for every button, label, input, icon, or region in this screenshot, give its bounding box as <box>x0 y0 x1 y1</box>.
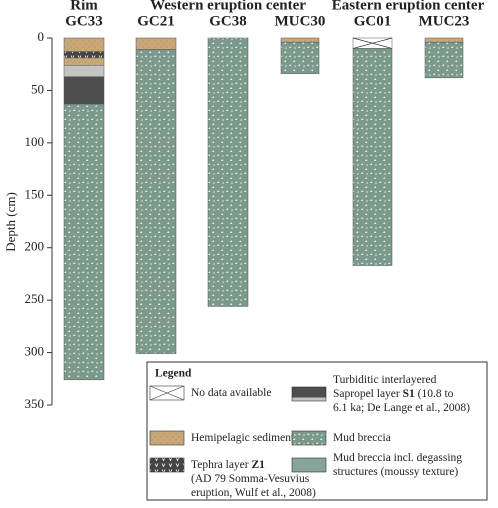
core-layer <box>63 37 105 52</box>
core-layer <box>63 57 105 66</box>
legend-label-part: Z1 <box>252 459 266 471</box>
legend-label: No data available <box>191 387 271 399</box>
legend-label: Mud breccia <box>333 432 391 444</box>
group-label: Western eruption center <box>150 0 306 13</box>
y-tick-label: 50 <box>31 81 44 96</box>
core-layer <box>63 76 105 105</box>
legend-label-part: Mud breccia incl. degassing <box>333 452 462 464</box>
legend-label: Sapropel layer S1 (10.8 to <box>333 388 454 400</box>
legend-label: 6.1 ka; De Lange et al., 2008) <box>333 402 470 414</box>
core-layer <box>280 41 320 74</box>
legend-swatch <box>292 397 326 401</box>
y-tick-label: 100 <box>25 134 45 149</box>
legend-label-part: (10.8 to <box>415 388 454 400</box>
core-layer <box>424 41 464 79</box>
legend-label-part: S1 <box>403 388 415 400</box>
legend-label-part: Sapropel layer <box>333 388 403 400</box>
legend-label-part: Tephra layer <box>191 459 252 471</box>
column-label: GC33 <box>65 13 103 29</box>
legend-label-part: eruption, Wulf et al., 2008) <box>191 487 316 499</box>
column-label: GC01 <box>354 13 392 29</box>
group-label: Eastern eruption center <box>332 0 485 13</box>
core-layer <box>135 49 177 354</box>
core-layer <box>135 37 177 50</box>
y-tick-label: 250 <box>25 291 45 306</box>
column-label: MUC30 <box>275 13 326 29</box>
y-tick-label: 300 <box>25 344 45 359</box>
legend-label-part: Hemipelagic sediment <box>191 432 295 444</box>
legend-label: Mud breccia incl. degassing <box>333 452 462 464</box>
column-label: MUC23 <box>419 13 470 29</box>
legend-swatch <box>291 457 327 473</box>
legend-label: eruption, Wulf et al., 2008) <box>191 487 316 499</box>
legend-label: (AD 79 Somma-Vesuvius <box>191 473 310 485</box>
y-tick-label: 0 <box>38 29 45 44</box>
legend-swatch <box>291 386 327 402</box>
legend-label: Turbiditic interlayered <box>333 374 437 386</box>
column-label: GC38 <box>209 13 247 29</box>
y-tick-label: 200 <box>25 239 45 254</box>
core-layer <box>63 103 105 381</box>
legend-label: Hemipelagic sediment <box>191 432 295 444</box>
core-layer <box>280 37 320 43</box>
legend-label-part: Turbiditic interlayered <box>333 374 437 386</box>
legend-swatch <box>292 387 326 398</box>
core-layer <box>63 65 105 78</box>
core-layer <box>424 37 464 43</box>
legend-title: Legend <box>155 368 192 380</box>
y-axis-label: Depth (cm) <box>3 192 18 252</box>
legend-label: structures (moussy texture) <box>333 466 458 478</box>
group-label: Rim <box>70 0 98 13</box>
legend-label-part: structures (moussy texture) <box>333 466 458 478</box>
legend-swatch <box>149 385 185 401</box>
column-label: GC21 <box>137 13 175 29</box>
legend-swatch <box>149 457 185 473</box>
core-layer <box>207 37 249 307</box>
y-tick-label: 150 <box>25 186 45 201</box>
core-layer-cross <box>352 37 393 49</box>
legend-swatch <box>291 430 327 446</box>
core-layer <box>63 51 105 59</box>
legend-swatch <box>149 430 185 446</box>
legend-label-part: Mud breccia <box>333 432 391 444</box>
legend-label: Tephra layer Z1 <box>191 459 265 471</box>
legend-label-part: 6.1 ka; De Lange et al., 2008) <box>333 402 470 414</box>
legend-label-part: (AD 79 Somma-Vesuvius <box>191 473 310 485</box>
core-layer <box>352 48 393 266</box>
y-tick-label: 350 <box>25 396 45 411</box>
legend-label-part: No data available <box>191 387 271 399</box>
